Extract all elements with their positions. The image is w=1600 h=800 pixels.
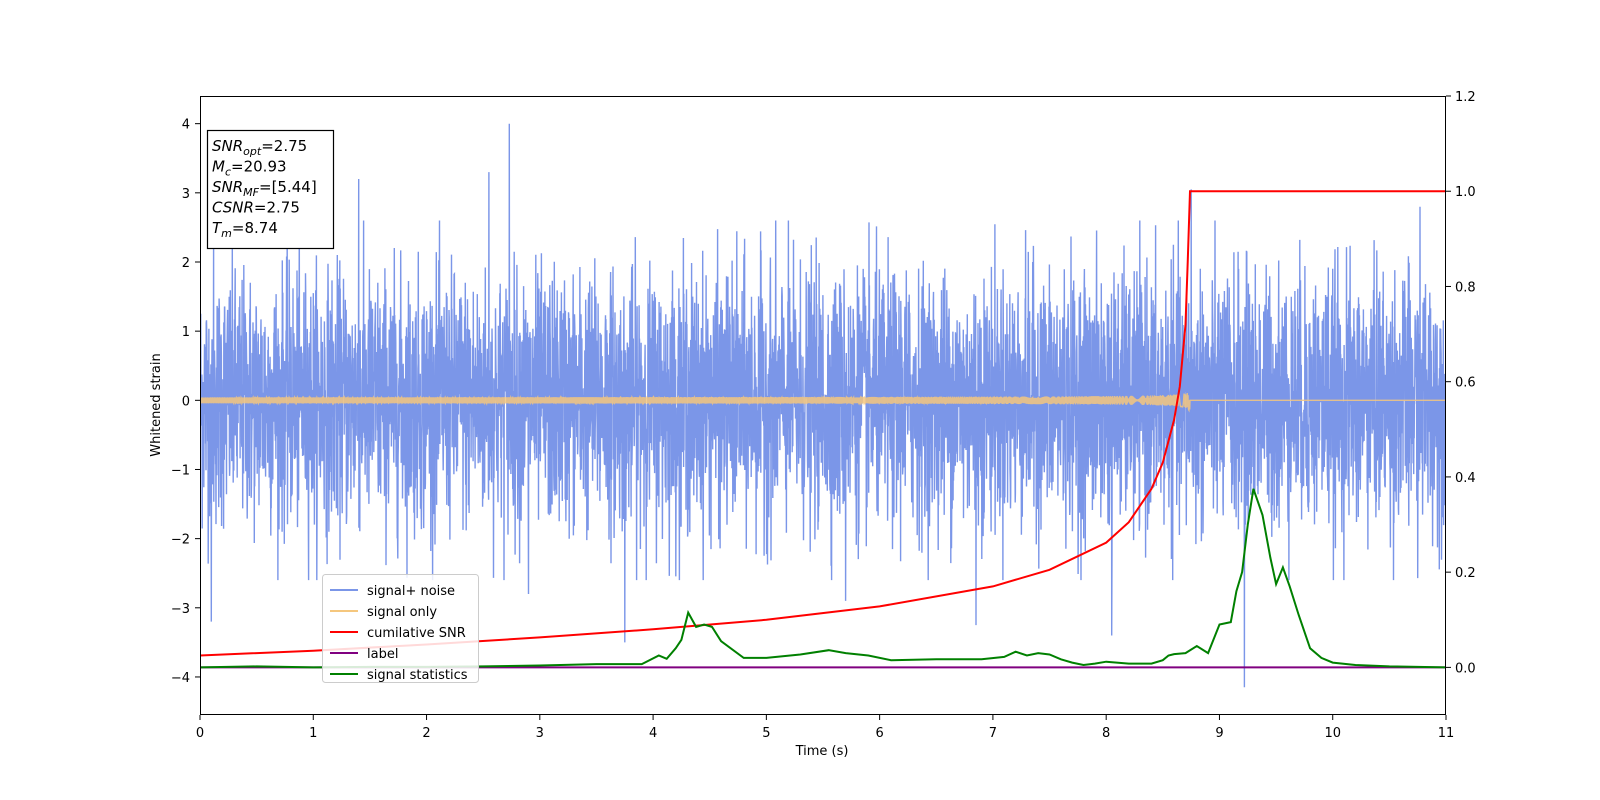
- x-tick-label: 3: [536, 726, 544, 741]
- y-tick-label: −4: [171, 671, 190, 686]
- y-axis-left: 4 3 2 1 0 −1 −2 −3 −4: [171, 118, 200, 686]
- legend-label-cumilative-snr: cumilative SNR: [367, 626, 466, 641]
- annotation-line: CSNR=2.75: [212, 199, 300, 217]
- y-tick-label: 1: [182, 325, 190, 340]
- y2-tick-label: 0.0: [1455, 661, 1476, 676]
- annotation-line: SNRMF=[5.44]: [212, 178, 317, 199]
- x-tick-label: 9: [1215, 726, 1223, 741]
- legend: signal+ noise signal only cumilative SNR la…: [322, 574, 479, 683]
- y2-tick-label: 1.2: [1455, 90, 1476, 105]
- x-tick-label: 1: [309, 726, 317, 741]
- y2-tick-label: 0.4: [1455, 471, 1476, 486]
- legend-label-signal-noise: signal+ noise: [367, 584, 455, 599]
- parameter-annotation-box: SNRopt=2.75Mc=20.93SNRMF=[5.44]CSNR=2.75…: [206, 129, 335, 250]
- annotation-frame: [206, 129, 335, 250]
- y2-tick-label: 0.6: [1455, 376, 1476, 391]
- x-tick-label: 5: [762, 726, 770, 741]
- y2-tick-label: 0.2: [1455, 566, 1476, 581]
- y-tick-label: −2: [171, 533, 190, 548]
- x-tick-label: 0: [196, 726, 204, 741]
- x-axis: 0 1 2 3 4 5 6 7 8 9 10 11: [196, 715, 1454, 741]
- x-tick-label: 6: [875, 726, 883, 741]
- y-axis-right: 1.2 1.0 0.8 0.6 0.4 0.2 0.0: [1446, 90, 1476, 676]
- series-line-signal-statistics: [200, 488, 1446, 669]
- series-line-cumilative-snr: [200, 190, 1446, 657]
- annotation-line: Mc=20.93: [212, 158, 287, 179]
- y-tick-label: 3: [182, 187, 190, 202]
- x-axis-label: Time (s): [795, 744, 849, 759]
- legend-frame: [322, 574, 479, 683]
- y-axis-label: Whitened strain: [149, 353, 164, 456]
- annotation-line: SNRopt=2.75: [212, 137, 307, 158]
- series-line-signal-plus-noise: [200, 123, 1446, 688]
- y-tick-label: −1: [171, 463, 190, 478]
- legend-label-signal-only: signal only: [367, 605, 437, 620]
- x-tick-label: 10: [1324, 726, 1341, 741]
- x-tick-label: 8: [1102, 726, 1110, 741]
- plot-frame: [200, 96, 1446, 715]
- y-tick-label: 4: [182, 118, 190, 133]
- series-line-signal-only: [200, 392, 1446, 413]
- x-tick-label: 7: [989, 726, 997, 741]
- y-tick-label: 0: [182, 394, 190, 409]
- y2-tick-label: 1.0: [1455, 185, 1476, 200]
- x-tick-label: 11: [1438, 726, 1455, 741]
- annotation-line: Tm=8.74: [212, 219, 278, 240]
- x-tick-label: 4: [649, 726, 657, 741]
- legend-label-label: label: [367, 647, 398, 662]
- x-tick-label: 2: [422, 726, 430, 741]
- legend-label-signal-statistics: signal statistics: [367, 668, 468, 683]
- y-tick-label: −3: [171, 602, 190, 617]
- y2-tick-label: 0.8: [1455, 280, 1476, 295]
- y-tick-label: 2: [182, 256, 190, 271]
